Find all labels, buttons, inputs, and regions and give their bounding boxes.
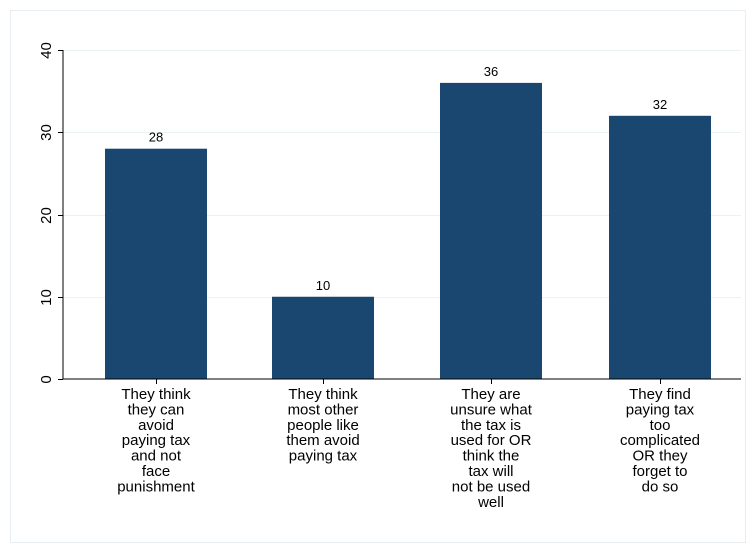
bar-value-label: 32 bbox=[653, 97, 667, 112]
category-label-line: paying tax bbox=[289, 448, 358, 465]
category-label-line: them avoid bbox=[286, 432, 359, 449]
category-label-line: paying tax bbox=[626, 401, 695, 418]
category-label-line: the tax is bbox=[461, 417, 521, 434]
y-tick-label: 30 bbox=[38, 124, 55, 141]
x-category-label: They think they can avoid paying tax and not… bbox=[117, 386, 195, 495]
category-label-line: They think bbox=[288, 386, 358, 403]
x-category-label: They are unsure what the tax is used for OR… bbox=[450, 386, 533, 511]
bar-value-label: 10 bbox=[316, 278, 330, 293]
category-label-line: paying tax bbox=[122, 432, 191, 449]
category-label-line: They are bbox=[461, 386, 520, 403]
y-tick-label: 20 bbox=[38, 207, 55, 224]
category-labels: They think they can avoid paying tax and not… bbox=[117, 386, 700, 511]
bar bbox=[272, 296, 374, 379]
category-label-line: most other bbox=[288, 401, 359, 418]
y-tick-label: 0 bbox=[38, 375, 55, 383]
category-label-line: forget to bbox=[632, 463, 687, 480]
x-axis bbox=[63, 378, 741, 384]
category-label-line: and not bbox=[131, 448, 182, 465]
bar bbox=[105, 148, 207, 379]
data-labels: 28 10 36 32 bbox=[149, 64, 667, 293]
category-label-line: OR they bbox=[632, 448, 688, 465]
y-tick-label: 10 bbox=[38, 289, 55, 306]
category-label-line: They find bbox=[629, 386, 691, 403]
category-label-line: well bbox=[477, 494, 504, 511]
bar bbox=[609, 115, 711, 380]
bar-value-label: 36 bbox=[484, 64, 498, 79]
category-label-line: too bbox=[650, 417, 671, 434]
bar-value-label: 28 bbox=[149, 130, 163, 145]
category-label-line: tax will bbox=[468, 463, 513, 480]
x-category-label: They find paying tax too complicated OR they… bbox=[620, 386, 700, 495]
category-label-line: face bbox=[142, 463, 170, 480]
category-label-line: they can bbox=[128, 401, 185, 418]
category-label-line: They think bbox=[121, 386, 191, 403]
category-label-line: do so bbox=[642, 478, 679, 495]
category-label-line: avoid bbox=[138, 417, 174, 434]
category-label-line: complicated bbox=[620, 432, 700, 449]
y-tick-label: 40 bbox=[38, 42, 55, 59]
x-category-label: They think most other people like them avoi… bbox=[286, 386, 359, 465]
category-label-line: used for OR bbox=[451, 432, 532, 449]
category-label-line: punishment bbox=[117, 478, 195, 495]
category-label-line: think the bbox=[463, 448, 520, 465]
category-label-line: unsure what bbox=[450, 401, 533, 418]
bar bbox=[440, 82, 542, 380]
bars bbox=[105, 82, 711, 380]
category-label-line: people like bbox=[287, 417, 359, 434]
y-axis: 0 10 20 30 40 bbox=[38, 42, 64, 384]
category-label-line: not be used bbox=[452, 478, 530, 495]
